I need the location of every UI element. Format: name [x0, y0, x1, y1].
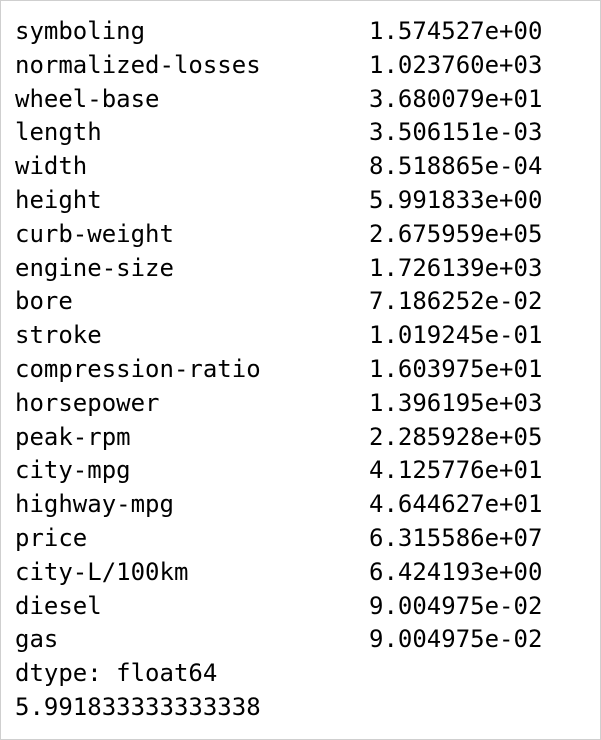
row-name: symboling	[15, 17, 146, 45]
row-name: peak-rpm	[15, 422, 131, 451]
row-name: curb-weight	[15, 219, 174, 248]
table-row: horsepower 1.396195e+03	[15, 387, 585, 421]
row-value: 8.518865e-04	[369, 152, 543, 181]
row-name: normalized-losses	[15, 50, 261, 79]
row-name: diesel	[15, 591, 102, 620]
row-value: 1.396195e+03	[369, 388, 543, 417]
table-row: symboling 1.574527e+00	[15, 15, 585, 49]
row-value: 3.680079e+01	[369, 84, 543, 113]
row-name: highway-mpg	[15, 490, 174, 519]
table-row: highway-mpg 4.644627e+01	[15, 488, 585, 522]
table-row: wheel-base 3.680079e+01	[15, 83, 585, 117]
row-name: compression-ratio	[15, 354, 261, 383]
row-value: 1.023760e+03	[369, 50, 543, 79]
row-value: 9.004975e-02	[369, 625, 543, 654]
row-value: 1.603975e+01	[369, 354, 543, 383]
row-name: price	[15, 523, 88, 552]
result-line: 5.991833333333338	[15, 692, 261, 721]
table-row: peak-rpm 2.285928e+05	[15, 421, 585, 455]
table-row: diesel 9.004975e-02	[15, 590, 585, 624]
dtype-line: dtype: float64	[15, 659, 218, 688]
table-row: engine-size 1.726139e+03	[15, 252, 585, 286]
row-value: 4.125776e+01	[369, 456, 543, 485]
table-row: bore 7.186252e-02	[15, 285, 585, 319]
output-text: symboling 1.574527e+00 normalized-losses 1…	[15, 15, 585, 725]
row-name: city-L/100km	[15, 557, 189, 586]
row-value: 5.991833e+00	[369, 185, 543, 214]
table-row: width 8.518865e-04	[15, 150, 585, 184]
row-name: bore	[15, 287, 73, 316]
row-name: stroke	[15, 321, 102, 350]
row-value: 1.019245e-01	[369, 321, 543, 350]
row-value: 4.644627e+01	[369, 490, 543, 519]
row-name: wheel-base	[15, 84, 160, 113]
row-name: horsepower	[15, 388, 160, 417]
table-row: length 3.506151e-03	[15, 116, 585, 150]
table-row: compression-ratio 1.603975e+01	[15, 353, 585, 387]
row-name: engine-size	[15, 253, 174, 282]
row-value: 3.506151e-03	[369, 118, 543, 147]
row-name: gas	[15, 625, 59, 654]
row-name: length	[15, 118, 102, 147]
row-name: height	[15, 185, 102, 214]
table-row: price 6.315586e+07	[15, 522, 585, 556]
table-row: city-mpg 4.125776e+01	[15, 454, 585, 488]
series-rows: symboling 1.574527e+00 normalized-losses 1…	[15, 15, 585, 657]
row-name: width	[15, 152, 88, 181]
table-row: city-L/100km 6.424193e+00	[15, 556, 585, 590]
row-value: 1.574527e+00	[369, 17, 543, 45]
row-value: 1.726139e+03	[369, 253, 543, 282]
table-row: normalized-losses 1.023760e+03	[15, 49, 585, 83]
table-row: stroke 1.019245e-01	[15, 319, 585, 353]
table-row: height 5.991833e+00	[15, 184, 585, 218]
row-name: city-mpg	[15, 456, 131, 485]
row-value: 2.285928e+05	[369, 422, 543, 451]
row-value: 9.004975e-02	[369, 591, 543, 620]
table-row: gas 9.004975e-02	[15, 623, 585, 657]
table-row: curb-weight 2.675959e+05	[15, 218, 585, 252]
row-value: 6.315586e+07	[369, 523, 543, 552]
row-value: 2.675959e+05	[369, 219, 543, 248]
row-value: 7.186252e-02	[369, 287, 543, 316]
row-value: 6.424193e+00	[369, 557, 543, 586]
